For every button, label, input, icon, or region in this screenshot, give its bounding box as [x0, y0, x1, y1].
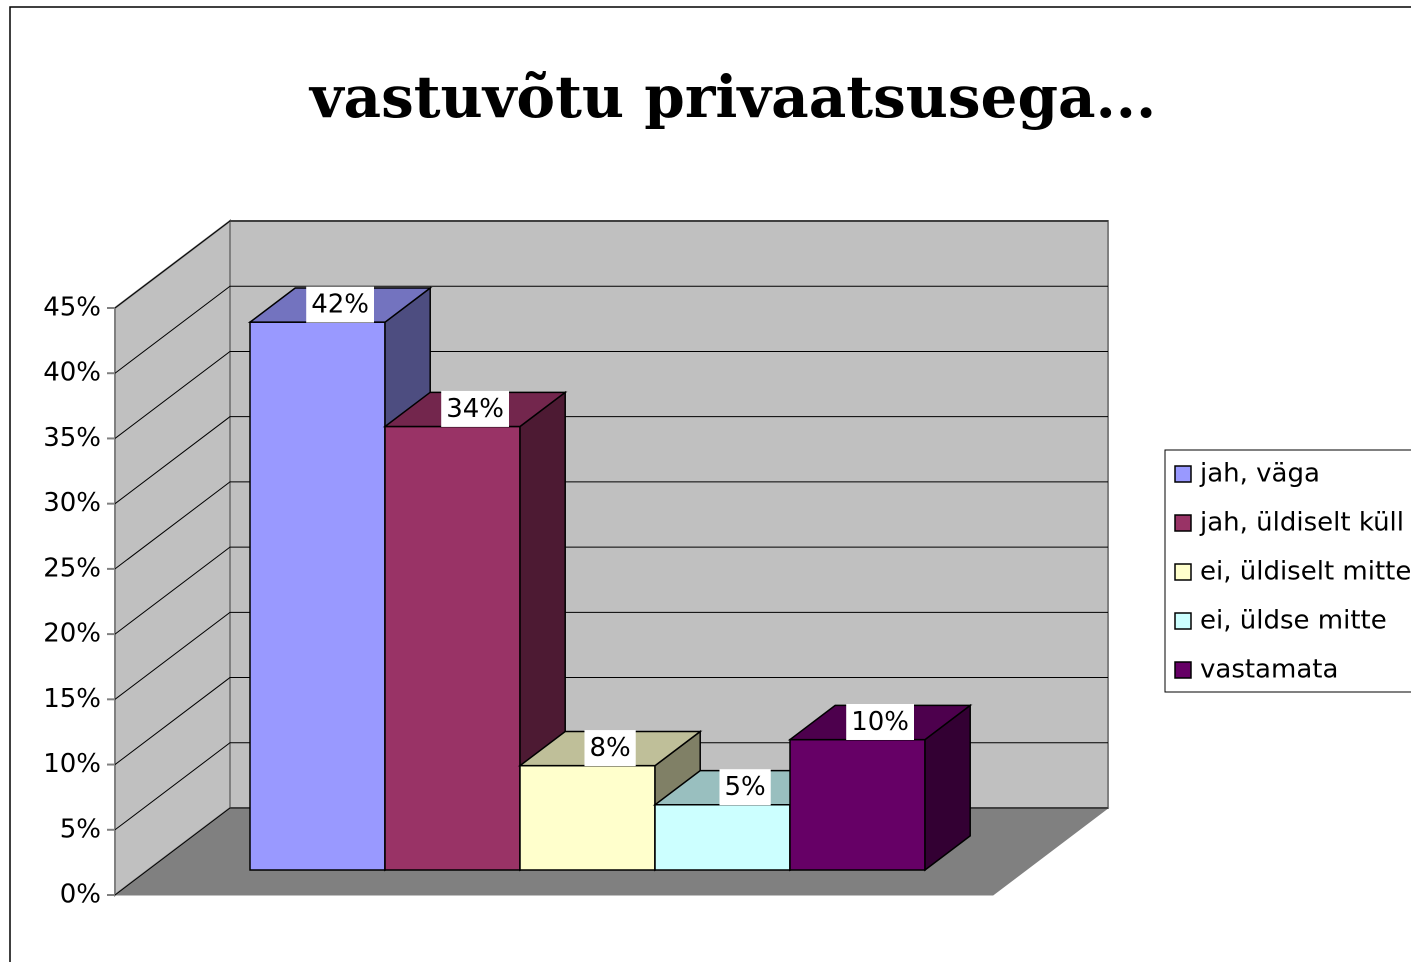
y-tick-label: 45% — [43, 293, 101, 323]
data-label-box — [441, 390, 510, 427]
y-tick-label: 5% — [60, 814, 101, 844]
y-tick-label: 40% — [43, 358, 101, 388]
data-label-box — [719, 769, 771, 806]
data-label-box — [584, 730, 636, 767]
y-tick-label: 15% — [43, 684, 101, 714]
y-tick-label: 10% — [43, 749, 101, 779]
data-label-box — [846, 703, 915, 740]
y-tick-label: 20% — [43, 619, 101, 649]
data-label: 5% — [724, 772, 765, 802]
grid-line — [114, 285, 1108, 374]
grid-line — [114, 481, 1108, 570]
legend-label: vastamata — [1200, 655, 1338, 685]
grid-line — [114, 611, 1108, 700]
legend-swatch — [1174, 514, 1192, 532]
bar-front — [384, 425, 521, 871]
chart-title: vastuvõtu privaatsusega... — [308, 63, 1156, 131]
grid-line — [114, 350, 1108, 439]
grid-line — [114, 220, 1108, 309]
legend-label: jah, väga — [1199, 459, 1320, 489]
data-label: 8% — [589, 733, 630, 763]
data-label: 42% — [311, 290, 369, 320]
legend-label: jah, üldiselt küll — [1199, 508, 1404, 538]
y-tick-label: 0% — [60, 880, 101, 910]
grid-line — [114, 546, 1108, 635]
data-label: 34% — [446, 394, 504, 424]
legend-swatch — [1174, 563, 1192, 581]
y-tick-label: 35% — [43, 423, 101, 453]
side-wall — [114, 218, 231, 898]
y-tick-label: 25% — [43, 553, 101, 583]
legend-label: ei, üldse mitte — [1200, 606, 1387, 636]
grid-line — [114, 416, 1108, 505]
legend-label: ei, üldiselt mitte — [1200, 557, 1411, 587]
grid-line — [114, 677, 1108, 765]
data-label: 10% — [851, 707, 909, 737]
legend — [1164, 449, 1411, 693]
legend-swatch — [1174, 661, 1192, 679]
y-tick-label: 30% — [43, 488, 101, 518]
bar-front — [519, 764, 656, 871]
legend-swatch — [1174, 612, 1192, 630]
bar-front — [789, 738, 926, 871]
data-label-box — [306, 286, 375, 323]
bar-front — [249, 321, 386, 871]
legend-swatch — [1174, 465, 1192, 483]
bar-front — [654, 804, 791, 871]
